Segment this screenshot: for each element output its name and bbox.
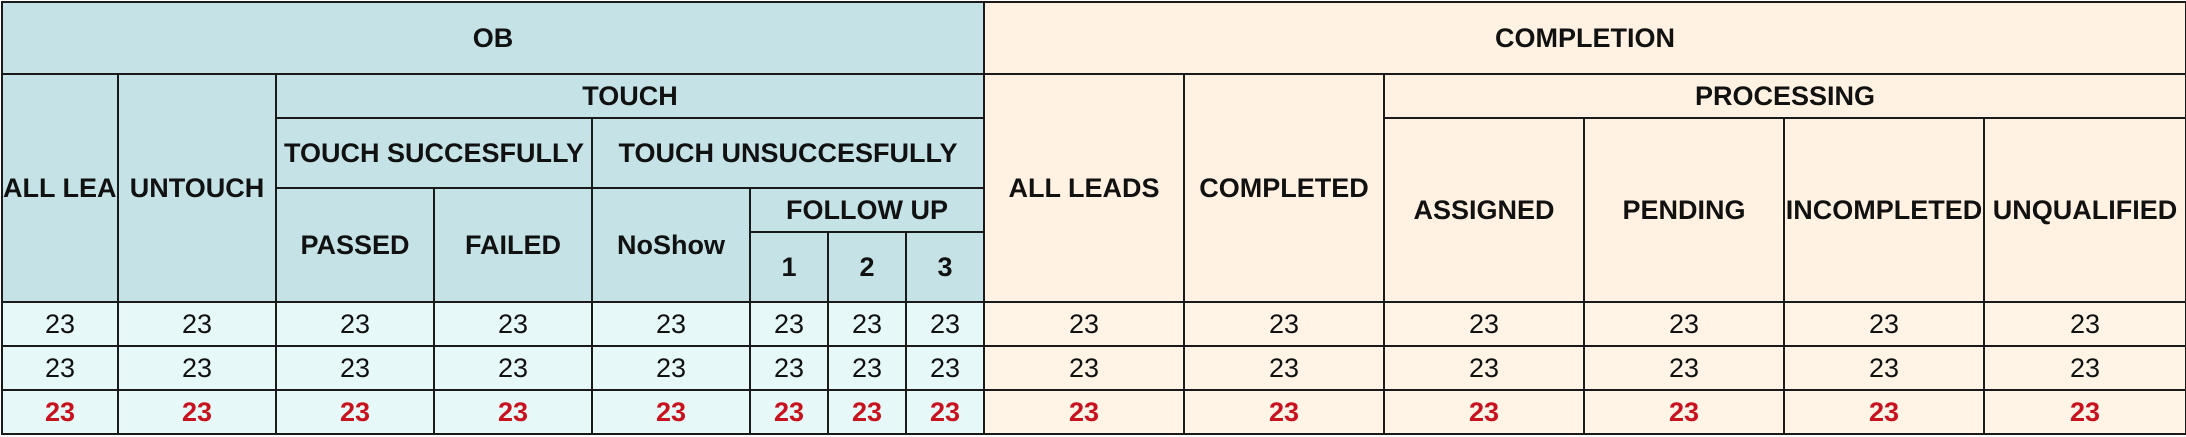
total-cell: 23: [827, 389, 907, 435]
table-cell: 23: [1383, 301, 1585, 347]
total-cell: 23: [591, 389, 751, 435]
ob-group-header: OB: [1, 1, 985, 75]
failed-header: FAILED: [433, 187, 593, 303]
total-cell: 23: [1383, 389, 1585, 435]
noshow-header: NoShow: [591, 187, 751, 303]
table-cell: 23: [749, 345, 829, 391]
table-cell: 23: [1583, 301, 1785, 347]
table-cell: 23: [117, 301, 277, 347]
assigned-header: ASSIGNED: [1383, 117, 1585, 303]
table-row: 23 23 23 23 23 23 23 23 23 23 23 23 23 2…: [1, 345, 2186, 391]
table-cell: 23: [1982, 301, 2186, 347]
table-row: 23 23 23 23 23 23 23 23 23 23 23 23 23 2…: [1, 301, 2186, 347]
table-cell: 23: [1, 301, 119, 347]
table-cell: 23: [1183, 301, 1385, 347]
table-cell: 23: [1982, 345, 2186, 391]
table-cell: 23: [1783, 345, 1985, 391]
table-cell: 23: [983, 345, 1185, 391]
table-cell: 23: [275, 345, 435, 391]
total-cell: 23: [983, 389, 1185, 435]
table-cell: 23: [905, 345, 985, 391]
total-cell: 23: [1, 389, 119, 435]
table-cell: 23: [1, 345, 119, 391]
table-cell: 23: [433, 345, 593, 391]
unqualified-header: UNQUALIFIED: [1982, 117, 2186, 303]
table-cell: 23: [749, 301, 829, 347]
table-cell: 23: [275, 301, 435, 347]
table-cell: 23: [827, 345, 907, 391]
total-cell: 23: [433, 389, 593, 435]
pending-header: PENDING: [1583, 117, 1785, 303]
table-cell: 23: [983, 301, 1185, 347]
total-cell: 23: [1183, 389, 1385, 435]
follow-up-header: FOLLOW UP: [749, 187, 985, 233]
total-cell: 23: [749, 389, 829, 435]
ob-all-leads-header: ALL LEADS: [1, 73, 119, 303]
table-row-total: 23 23 23 23 23 23 23 23 23 23 23 23 23 2…: [1, 389, 2186, 435]
incompleted-header: INCOMPLETED: [1783, 117, 1985, 303]
total-cell: 23: [117, 389, 277, 435]
table-cell: 23: [905, 301, 985, 347]
table-cell: 23: [117, 345, 277, 391]
processing-header: PROCESSING: [1382, 73, 2186, 119]
untouch-header: UNTOUCH: [117, 73, 277, 303]
total-cell: 23: [1982, 389, 2186, 435]
table-cell: 23: [433, 301, 593, 347]
follow-up-3-header: 3: [905, 231, 985, 303]
touch-header: TOUCH: [275, 73, 985, 119]
table-cell: 23: [827, 301, 907, 347]
total-cell: 23: [905, 389, 985, 435]
table-cell: 23: [1783, 301, 1985, 347]
table-cell: 23: [1583, 345, 1785, 391]
total-cell: 23: [275, 389, 435, 435]
table-cell: 23: [591, 301, 751, 347]
completion-all-leads-header: ALL LEADS: [983, 73, 1185, 303]
follow-up-1-header: 1: [749, 231, 829, 303]
completed-header: COMPLETED: [1183, 73, 1385, 303]
passed-header: PASSED: [275, 187, 435, 303]
completion-group-header: COMPLETION: [982, 1, 2186, 75]
table-cell: 23: [1183, 345, 1385, 391]
total-cell: 23: [1783, 389, 1985, 435]
total-cell: 23: [1583, 389, 1785, 435]
follow-up-2-header: 2: [827, 231, 907, 303]
touch-unsuccessfully-header: TOUCH UNSUCCESFULLY: [591, 117, 985, 189]
touch-successfully-header: TOUCH SUCCESFULLY: [275, 117, 593, 189]
table-cell: 23: [591, 345, 751, 391]
table-cell: 23: [1383, 345, 1585, 391]
